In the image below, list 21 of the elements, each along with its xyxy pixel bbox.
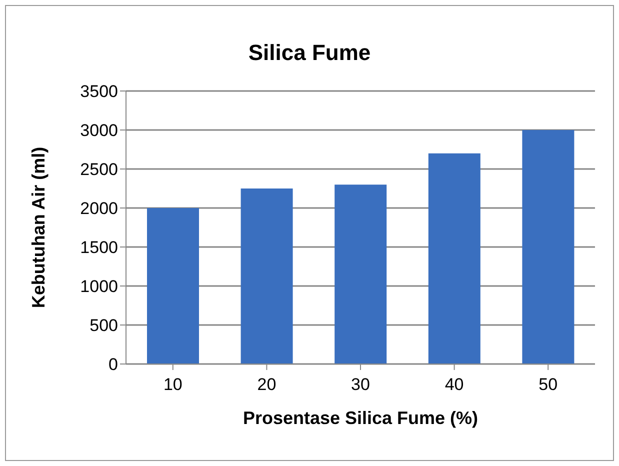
- x-tick-label: 10: [163, 375, 182, 394]
- x-tick-label: 20: [257, 375, 276, 394]
- y-tick-label: 1500: [80, 238, 118, 258]
- y-axis-title: Kebutuhan Air (ml): [28, 146, 48, 308]
- y-tick-label: 3000: [80, 121, 118, 140]
- x-tick-label: 30: [351, 375, 370, 394]
- bar: [240, 188, 293, 364]
- x-tick-label: 40: [444, 375, 464, 394]
- bar: [522, 130, 574, 364]
- bar: [334, 184, 387, 364]
- y-tick-label: 2500: [80, 160, 118, 180]
- bar: [147, 208, 199, 364]
- y-tick-label: 1000: [80, 277, 118, 296]
- x-tick-label: 50: [538, 375, 558, 394]
- chart-title: Silica Fume: [247, 40, 372, 66]
- y-tick-label: 3500: [80, 82, 118, 102]
- y-tick-label: 0: [108, 355, 118, 374]
- y-tick-label: 500: [90, 316, 118, 336]
- x-axis-title: Prosentase Silica Fume (%): [242, 408, 478, 428]
- bar: [428, 153, 480, 364]
- y-tick-label: 2000: [80, 199, 118, 218]
